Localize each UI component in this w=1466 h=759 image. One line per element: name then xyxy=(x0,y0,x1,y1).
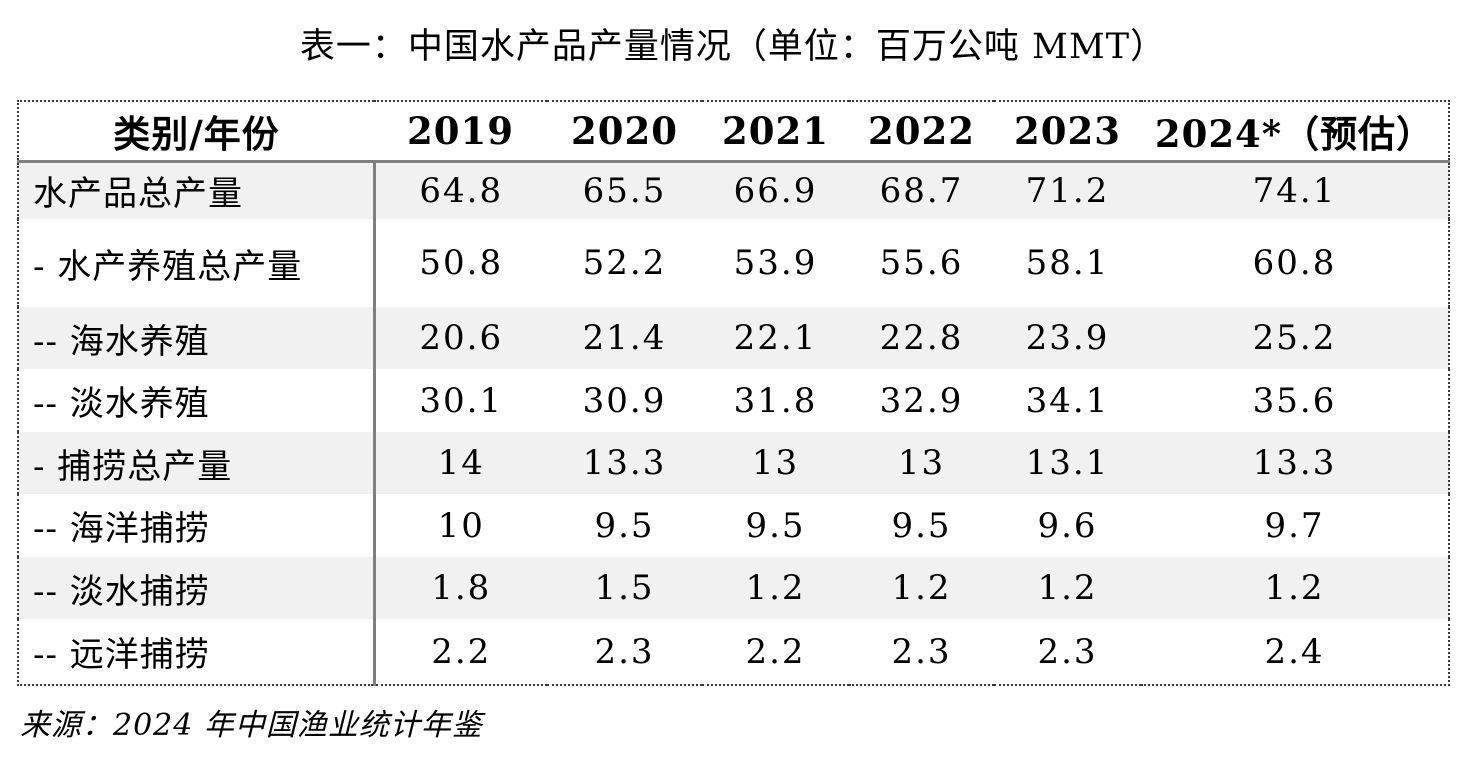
table-cell: 13.3 xyxy=(582,443,667,483)
row-label: -- 海水养殖 xyxy=(18,307,376,369)
header-cell-2019: 2019 xyxy=(407,108,514,153)
table-row-freshwater-aquaculture: -- 淡水养殖 30.1 30.9 31.8 32.9 34.1 35.6 xyxy=(18,369,1449,432)
header-cell-category: 类别/年份 xyxy=(113,111,280,156)
table-row-marine-aquaculture: -- 海水养殖 20.6 21.4 22.1 22.8 23.9 25.2 xyxy=(18,307,1449,369)
table-cell: 30.1 xyxy=(419,380,504,421)
header-cell-2022: 2022 xyxy=(868,108,975,153)
table-cell: 35.6 xyxy=(1252,380,1337,421)
table-cell: 1.2 xyxy=(1264,568,1325,608)
table-cell: 14 xyxy=(437,443,485,483)
table-cell: 2.4 xyxy=(1264,631,1325,672)
header-cell-2023: 2023 xyxy=(1014,108,1121,153)
table-cell: 10 xyxy=(437,505,485,546)
table-cell: 53.9 xyxy=(733,243,818,283)
header-cell-2024-estimate: 2024*（预估） xyxy=(1154,111,1435,156)
table-cell: 30.9 xyxy=(582,380,667,421)
table-cell: 71.2 xyxy=(1025,170,1110,211)
table-cell: 9.5 xyxy=(745,505,806,546)
table-cell: 13.1 xyxy=(1025,443,1110,483)
table-cell: 22.8 xyxy=(879,318,964,358)
row-label: -- 淡水捕捞 xyxy=(18,557,376,619)
table-cell: 50.8 xyxy=(419,243,504,283)
production-table: 类别/年份 2019 2020 2021 2022 2023 2024*（预估）… xyxy=(17,100,1450,686)
table-cell: 25.2 xyxy=(1252,318,1337,358)
table-cell: 21.4 xyxy=(582,318,667,358)
table-cell: 32.9 xyxy=(879,380,964,421)
table-cell: 1.2 xyxy=(745,568,806,608)
row-label: -- 淡水养殖 xyxy=(18,369,376,432)
row-label: - 捕捞总产量 xyxy=(18,432,376,494)
row-label: - 水产养殖总产量 xyxy=(18,219,376,307)
table-cell: 2.3 xyxy=(891,631,952,672)
row-label: 水产品总产量 xyxy=(18,161,376,219)
table-title: 表一：中国水产品产量情况（单位：百万公吨 MMT） xyxy=(299,27,1167,67)
table-cell: 20.6 xyxy=(419,318,504,358)
table-cell: 55.6 xyxy=(879,243,964,283)
table-cell: 13 xyxy=(751,443,800,483)
table-cell: 2.2 xyxy=(431,631,492,672)
table-cell: 64.8 xyxy=(419,170,504,211)
table-cell: 9.5 xyxy=(594,505,655,546)
table-cell: 9.6 xyxy=(1037,505,1098,546)
table-cell: 1.8 xyxy=(431,568,492,608)
table-cell: 60.8 xyxy=(1252,243,1337,283)
table-row-distant-water-capture: -- 远洋捕捞 2.2 2.3 2.2 2.3 2.3 2.4 xyxy=(18,619,1449,685)
header-cell-2021: 2021 xyxy=(722,108,829,153)
table-row-aquaculture-total: - 水产养殖总产量 50.8 52.2 53.9 55.6 58.1 60.8 xyxy=(18,219,1449,307)
table-cell: 1.2 xyxy=(1037,568,1098,608)
table-cell: 9.7 xyxy=(1264,505,1325,546)
table-cell: 13 xyxy=(897,443,946,483)
header-cell-2020: 2020 xyxy=(571,108,678,153)
table-cell: 2.3 xyxy=(594,631,655,672)
table-cell: 1.2 xyxy=(891,568,952,608)
source-note: 来源：2024 年中国渔业统计年鉴 xyxy=(20,708,483,743)
table-cell: 31.8 xyxy=(733,380,818,421)
table-cell: 68.7 xyxy=(879,170,964,211)
table-cell: 52.2 xyxy=(582,243,667,283)
table-row-freshwater-capture: -- 淡水捕捞 1.8 1.5 1.2 1.2 1.2 1.2 xyxy=(18,557,1449,619)
table-row-marine-capture: -- 海洋捕捞 10 9.5 9.5 9.5 9.6 9.7 xyxy=(18,494,1449,557)
table-cell: 2.2 xyxy=(745,631,806,672)
table-cell: 23.9 xyxy=(1025,318,1110,358)
table-row-capture-total: - 捕捞总产量 14 13.3 13 13 13.1 13.3 xyxy=(18,432,1449,494)
table-cell: 65.5 xyxy=(582,170,667,211)
row-label: -- 远洋捕捞 xyxy=(18,619,376,685)
table-cell: 66.9 xyxy=(733,170,818,211)
table-cell: 2.3 xyxy=(1037,631,1098,672)
header-row: 类别/年份 2019 2020 2021 2022 2023 2024*（预估） xyxy=(18,101,1449,161)
table-cell: 22.1 xyxy=(733,318,818,358)
table-cell: 9.5 xyxy=(891,505,952,546)
table-cell: 58.1 xyxy=(1025,243,1110,283)
row-label: -- 海洋捕捞 xyxy=(18,494,376,557)
table-cell: 74.1 xyxy=(1252,170,1337,211)
table-row-total-production: 水产品总产量 64.8 65.5 66.9 68.7 71.2 74.1 xyxy=(18,161,1449,219)
table-cell: 13.3 xyxy=(1252,443,1337,483)
table-cell: 1.5 xyxy=(594,568,655,608)
table-cell: 34.1 xyxy=(1025,380,1110,421)
